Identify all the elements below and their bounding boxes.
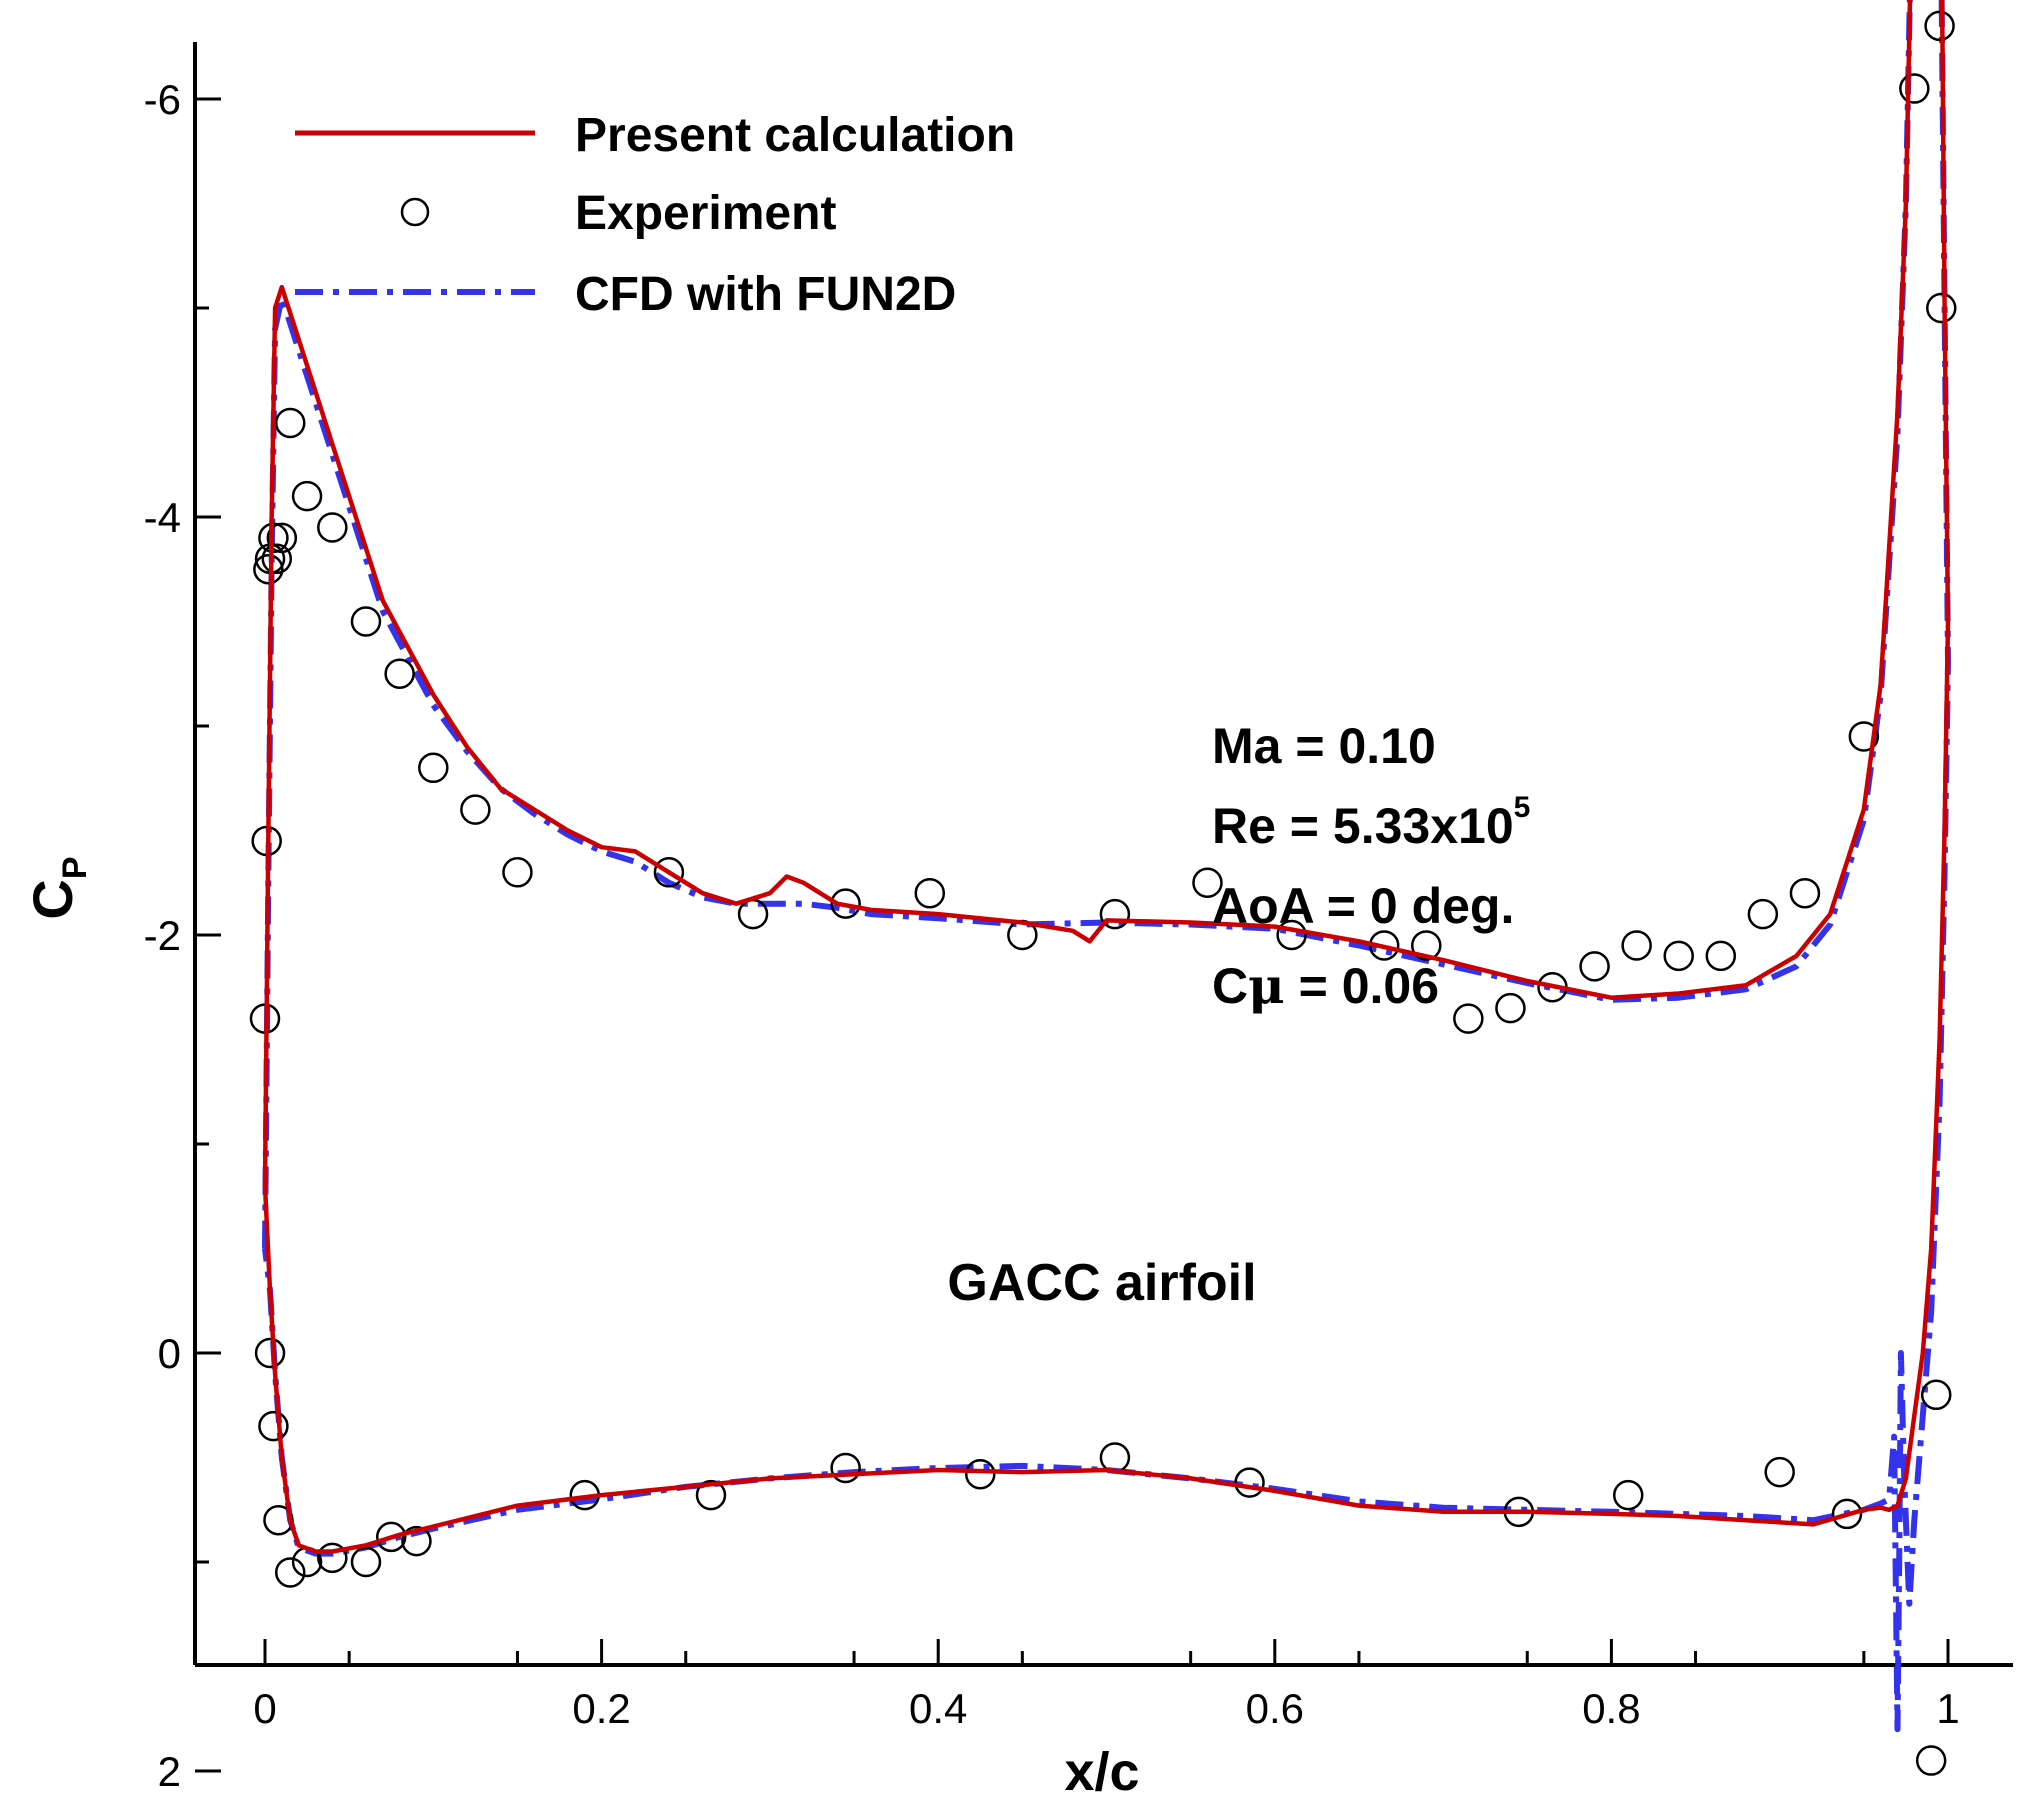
experiment-point — [914, 877, 946, 909]
y-tick-label: -6 — [144, 76, 181, 123]
series-experiment — [249, 10, 1957, 1776]
experiment-point — [965, 1458, 996, 1490]
experiment-point — [274, 1557, 306, 1588]
experiment-point — [502, 857, 533, 888]
experiment-point — [1276, 919, 1307, 951]
experiment-point — [1920, 1379, 1952, 1411]
experiment-point — [1924, 10, 1955, 42]
experiment-point — [418, 752, 449, 784]
cfd-line — [262, 0, 1951, 1733]
experiment-point — [1705, 940, 1737, 972]
experiment-point — [1495, 992, 1526, 1024]
series-layer — [249, 0, 1957, 1776]
annotation-cmu-mu: μ — [1248, 956, 1285, 1015]
experiment-point — [375, 1521, 407, 1553]
experiment-point — [401, 1525, 432, 1557]
annotation-mach: Ma = 0.10 — [1212, 718, 1436, 774]
experiment-point — [1789, 877, 1821, 909]
experiment-point — [291, 480, 323, 512]
experiment-point — [254, 1337, 286, 1369]
legend-cfd-label: CFD with FUN2D — [575, 268, 956, 321]
experiment-point — [830, 888, 861, 919]
experiment-point — [266, 522, 298, 554]
x-axis-title: x/c — [1064, 1742, 1139, 1797]
axes — [193, 42, 2013, 1667]
x-tick-label: 0.4 — [909, 1685, 967, 1732]
legend-present-label: Present calculation — [575, 109, 1015, 162]
experiment-point — [830, 1452, 861, 1484]
annotation-reynolds-exp: 5 — [1514, 791, 1531, 824]
experiment-point — [1848, 721, 1880, 752]
legend-experiment-marker — [400, 197, 430, 227]
x-tick-label: 0.2 — [572, 1685, 630, 1732]
x-tick-label: 0.6 — [1246, 1685, 1304, 1732]
experiment-point — [653, 857, 685, 888]
annotation-reynolds: Re = 5.33x105 — [1212, 791, 1530, 854]
experiment-point — [1621, 930, 1652, 961]
experiment-point — [274, 407, 306, 439]
experiment-point — [258, 1410, 289, 1442]
experiment-point — [384, 658, 415, 689]
experiment-point — [695, 1479, 727, 1511]
experiment-point — [737, 898, 769, 930]
experiment-point — [1915, 1745, 1947, 1776]
experiment-point — [1747, 898, 1779, 930]
experiment-point — [1192, 867, 1223, 898]
experiment-point — [1099, 898, 1131, 930]
y-tick-label: 2 — [158, 1748, 181, 1795]
y-tick-label: -4 — [144, 494, 181, 541]
series-cfd-with-fun2d — [262, 0, 1951, 1733]
present-calc-line — [262, 0, 1951, 1554]
annotation-reynolds-base: Re = 5.33x10 — [1212, 798, 1514, 854]
y-tick-label: -2 — [144, 912, 181, 959]
experiment-point — [1612, 1479, 1644, 1511]
experiment-point — [317, 512, 348, 543]
experiment-point — [261, 543, 293, 575]
experiment-point — [350, 1546, 382, 1578]
experiment-point — [1579, 951, 1610, 982]
legend-experiment-label: Experiment — [575, 187, 836, 240]
experiment-point — [253, 554, 284, 585]
ticks: 00.20.40.60.81-12-10-8-6-4-202 — [144, 76, 1960, 1795]
experiment-point — [1764, 1456, 1795, 1488]
experiment-point — [1099, 1442, 1131, 1473]
x-tick-label: 0 — [253, 1685, 276, 1732]
series-present-calculation — [262, 0, 1951, 1554]
y-axis-title-sub: P — [56, 856, 94, 879]
experiment-point — [1926, 292, 1957, 324]
annotation-cmu-value: = 0.06 — [1285, 958, 1439, 1014]
experiment-point — [317, 1542, 348, 1574]
y-axis-title: CP — [21, 856, 94, 919]
experiment-point — [1831, 1498, 1863, 1530]
x-tick-label: 1 — [1936, 1685, 1959, 1732]
experiment-point — [1453, 1003, 1484, 1034]
annotation-cmu-c: C — [1212, 958, 1248, 1014]
airfoil-label: GACC airfoil — [947, 1254, 1256, 1312]
legend: Present calculation Experiment CFD with … — [295, 109, 1015, 321]
experiment-point — [1899, 73, 1930, 104]
experiment-point — [1234, 1467, 1265, 1498]
experiment-point — [1663, 940, 1694, 972]
y-axis-title-main: C — [21, 879, 84, 919]
y-tick-label: 0 — [158, 1330, 181, 1377]
experiment-point — [460, 794, 491, 825]
x-tick-label: 0.8 — [1582, 1685, 1640, 1732]
annotation-cmu: Cμ = 0.06 — [1212, 956, 1439, 1015]
experiment-point — [1411, 930, 1442, 961]
annotation-aoa: AoA = 0 deg. — [1212, 878, 1514, 934]
experiment-point — [350, 606, 382, 637]
flow-conditions: Ma = 0.10 Re = 5.33x105 AoA = 0 deg. Cμ … — [1212, 718, 1530, 1015]
